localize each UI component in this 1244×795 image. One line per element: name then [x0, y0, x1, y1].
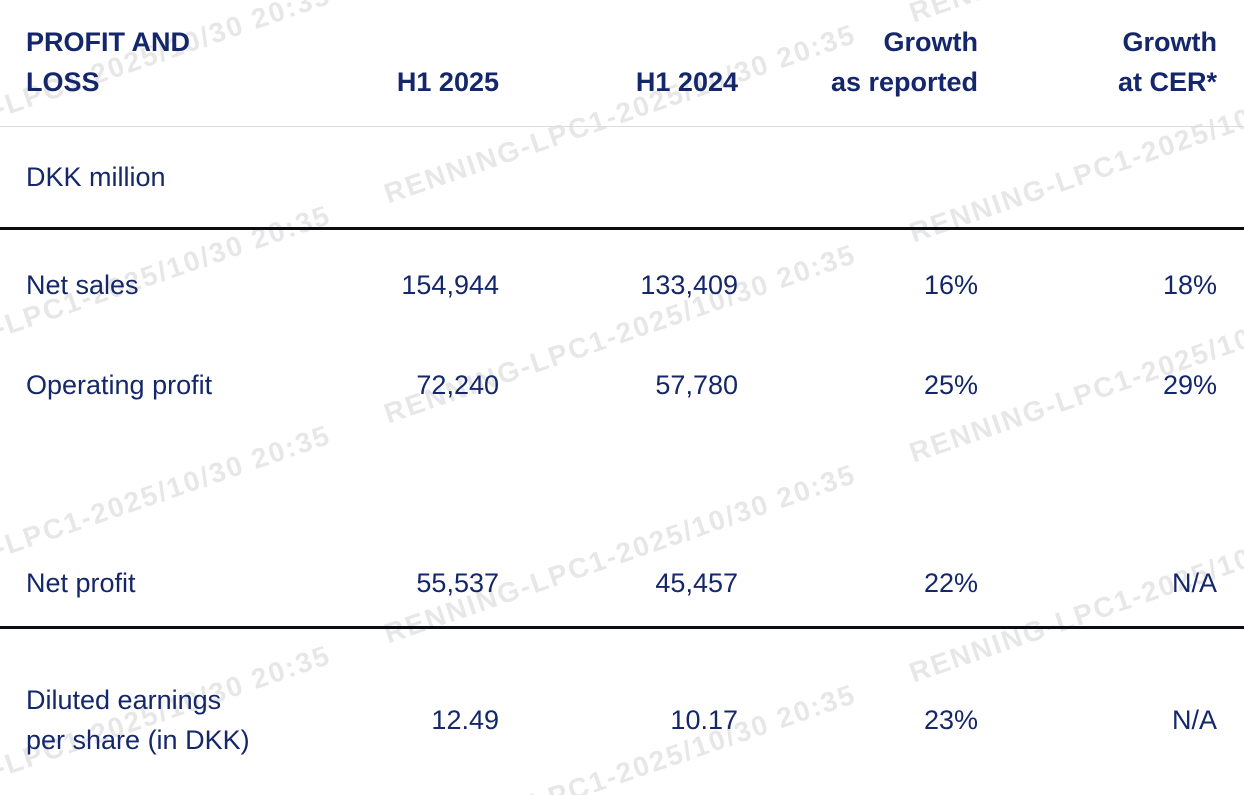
row-label: Operating profit [26, 370, 213, 400]
column-header-h1-2025: H1 2025 [396, 67, 499, 97]
net-profit-h1-2024: 45,457 [655, 568, 738, 598]
net-sales-growth-cer: 18% [1162, 270, 1217, 300]
operating-profit-growth-cer: 29% [1162, 370, 1217, 400]
diluted-eps-growth-cer: N/A [1171, 705, 1217, 735]
diluted-eps-h1-2025: 12.49 [431, 705, 499, 735]
row-label: Diluted earnings per share (in DKK) [26, 685, 250, 755]
net-sales-h1-2025: 154,944 [401, 270, 499, 300]
table-row-operating-profit: Operating profit 72,240 57,780 25% 29% [0, 340, 1244, 430]
net-profit-growth-cer: N/A [1171, 568, 1217, 598]
operating-profit-growth-reported: 25% [923, 370, 978, 400]
net-sales-h1-2024: 133,409 [640, 270, 738, 300]
diluted-eps-growth-reported: 23% [923, 705, 978, 735]
table-row-net-profit: Net profit 55,537 45,457 22% N/A [0, 540, 1244, 629]
column-header-growth-as-reported: Growth as reported [830, 27, 978, 97]
operating-profit-h1-2024: 57,780 [655, 370, 738, 400]
unit-label: DKK million [26, 162, 166, 192]
row-label: Net profit [26, 568, 136, 598]
net-profit-h1-2025: 55,537 [416, 568, 499, 598]
net-sales-growth-reported: 16% [923, 270, 978, 300]
row-label: Net sales [26, 270, 139, 300]
unit-row: DKK million [0, 127, 1244, 230]
net-profit-growth-reported: 22% [923, 568, 978, 598]
table-header-row: PROFIT AND LOSS H1 2025 H1 2024 Growth a… [0, 0, 1244, 127]
column-header-growth-at-cer: Growth at CER* [1117, 27, 1217, 97]
diluted-eps-h1-2024: 10.17 [670, 705, 738, 735]
column-header-h1-2024: H1 2024 [635, 67, 738, 97]
table-title: PROFIT AND LOSS [26, 27, 190, 97]
empty-spacer-row [0, 430, 1244, 540]
table-row-net-sales: Net sales 154,944 133,409 16% 18% [0, 230, 1244, 340]
operating-profit-h1-2025: 72,240 [416, 370, 499, 400]
table-row-diluted-eps: Diluted earnings per share (in DKK) 12.4… [0, 629, 1244, 795]
